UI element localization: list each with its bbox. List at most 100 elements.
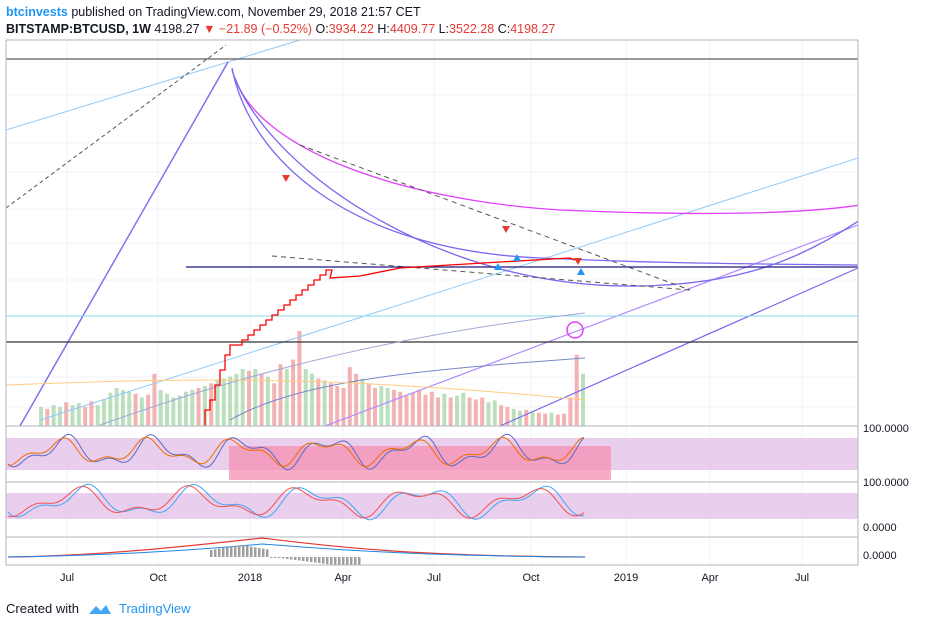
tradingview-logo-icon[interactable]	[87, 602, 113, 616]
buy-arrow-icon	[494, 263, 502, 270]
volume-bar	[95, 405, 100, 426]
volume-bar	[530, 411, 535, 426]
volume-bar	[190, 389, 195, 426]
price-axis[interactable]: 16000.0012000.0010000.008000.006500.0050…	[863, 0, 909, 562]
volume-bar	[347, 367, 352, 426]
volume-bar	[70, 405, 75, 426]
volume-bar	[83, 407, 88, 426]
volume-bar	[158, 389, 163, 426]
volume-bar	[246, 370, 251, 426]
time-tick-label: Jul	[60, 572, 74, 584]
indicator-panes	[6, 438, 858, 519]
macd-histogram-bar	[230, 546, 233, 557]
volume-bar	[316, 378, 321, 426]
volume-bar	[152, 373, 157, 426]
time-tick-label: Oct	[149, 572, 166, 584]
macd-histogram-bar	[294, 557, 297, 560]
volume-bar	[165, 393, 170, 426]
high-label: H:	[377, 22, 390, 36]
moving-average-2	[229, 357, 586, 421]
created-with-text: Created with	[6, 601, 79, 616]
violet-channel-1	[324, 224, 858, 426]
close-value: 4198.27	[510, 22, 556, 36]
time-tick-label: Jul	[427, 572, 441, 584]
author-link[interactable]: btcinvests	[6, 5, 68, 19]
volume-bar	[120, 389, 125, 426]
macd-histogram-bar	[326, 557, 329, 564]
stoch-rsi-d	[7, 436, 585, 468]
volume-bar	[202, 386, 207, 426]
macd-histogram-bar	[282, 557, 285, 559]
tradingview-brand-link[interactable]: TradingView	[118, 601, 191, 616]
volume-bar	[429, 391, 434, 426]
volume-bar	[259, 373, 264, 426]
sell-arrow-icon	[574, 258, 582, 265]
volume-bar	[423, 394, 428, 426]
volume-bar	[341, 388, 346, 426]
macd-histogram-bar	[254, 547, 257, 557]
volume-bar	[127, 391, 132, 426]
volume-bar	[278, 364, 283, 426]
footer: Created with TradingView	[6, 601, 191, 616]
symbol-name[interactable]: BITSTAMP:BTCUSD, 1W	[6, 22, 151, 36]
highlight-circle	[566, 321, 584, 339]
volume-bar	[404, 395, 409, 426]
volume-bar	[209, 383, 214, 426]
volume-bar	[328, 383, 333, 426]
volume-bar	[398, 391, 403, 426]
volume-bar	[473, 399, 478, 426]
time-tick-label: 2019	[614, 572, 638, 584]
time-axis[interactable]: Jul Oct 2018 Apr Jul Oct 2019 Apr Jul	[60, 572, 809, 584]
volume-bar	[228, 376, 233, 426]
volume-bar	[549, 412, 554, 426]
volume-bar	[385, 388, 390, 426]
macd-histogram-bar	[338, 557, 341, 565]
volume-bar	[177, 395, 182, 426]
volume-bars	[39, 331, 585, 426]
publish-info: btcinvests published on TradingView.com,…	[6, 5, 421, 19]
volume-bar	[574, 354, 579, 426]
black-dashed-flat	[271, 255, 691, 291]
sell-arrow-icon	[282, 175, 290, 182]
close-label: C:	[497, 22, 511, 36]
blue-trendline-lower	[39, 157, 858, 421]
open-value: 3934.22	[328, 22, 374, 36]
volume-bar	[568, 397, 573, 426]
grid-lines	[6, 40, 858, 565]
macd-histogram-bar	[290, 557, 293, 560]
volume-bar	[480, 397, 485, 426]
macd-histogram-bar	[358, 557, 361, 565]
macd-signal	[7, 543, 586, 558]
volume-bar	[139, 397, 144, 426]
volume-bar	[454, 395, 459, 426]
macd-tick: 0.0000	[863, 550, 897, 562]
macd-histogram-bar	[210, 550, 213, 557]
volume-bar	[89, 401, 94, 426]
stoch-tick: 100.0000	[863, 477, 909, 489]
macd-histogram-bar	[278, 557, 281, 558]
time-tick-label: 2018	[238, 572, 262, 584]
stoch-tick: 0.0000	[863, 522, 897, 534]
purple-rally-line	[19, 61, 229, 426]
macd-histogram-bar	[242, 545, 245, 557]
chart-border	[5, 39, 859, 566]
time-tick-label: Oct	[522, 572, 539, 584]
volume-bar	[360, 378, 365, 426]
time-tick-label: Apr	[701, 572, 718, 584]
trend-drawings	[6, 40, 858, 426]
black-dashed-descending	[299, 144, 691, 291]
macd-histogram-bar	[350, 557, 353, 565]
volume-bar	[499, 405, 504, 426]
black-dashed-upper	[6, 44, 227, 209]
volume-bar	[102, 399, 107, 426]
macd-histogram-bar	[262, 548, 265, 557]
low-label: L:	[438, 22, 450, 36]
volume-bar	[322, 380, 327, 426]
volume-ma	[6, 379, 586, 401]
macd-histogram-bar	[250, 546, 253, 557]
moving-average-1	[99, 312, 586, 426]
last-price: 4198.27	[154, 22, 200, 36]
macd-histogram-bar	[222, 548, 225, 557]
volume-bar	[442, 393, 447, 426]
